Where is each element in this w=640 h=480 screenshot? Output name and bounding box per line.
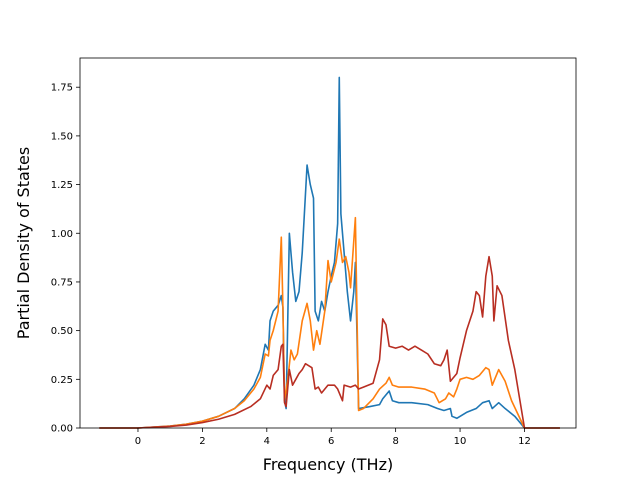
series-line-1 xyxy=(99,76,560,429)
y-tick-label: 1.00 xyxy=(51,229,73,240)
y-tick-label: 1.75 xyxy=(51,83,73,94)
x-tick-label: 0 xyxy=(135,436,141,447)
y-tick-label: 1.25 xyxy=(51,180,73,191)
y-axis-ticks: 0.00 0.25 0.50 0.75 1.00 1.25 1.50 1.75 xyxy=(51,83,80,435)
y-tick-label: 1.50 xyxy=(51,131,73,142)
series-line-2 xyxy=(99,216,560,429)
x-axis-ticks: 0 2 4 6 8 10 12 xyxy=(135,428,531,447)
plot-frame xyxy=(79,57,577,429)
y-tick-label: 0.50 xyxy=(51,326,73,337)
x-tick-label: 4 xyxy=(264,436,270,447)
y-tick-label: 0.25 xyxy=(51,375,73,386)
x-tick-label: 8 xyxy=(392,436,398,447)
series-layer xyxy=(99,76,560,429)
y-axis-label: Partial Density of States xyxy=(14,147,33,339)
x-axis-label: Frequency (THz) xyxy=(263,455,393,474)
x-tick-label: 2 xyxy=(199,436,205,447)
x-tick-label: 12 xyxy=(518,436,531,447)
x-tick-label: 10 xyxy=(454,436,467,447)
y-tick-label: 0.75 xyxy=(51,277,73,288)
x-tick-label: 6 xyxy=(328,436,334,447)
series-line-3 xyxy=(99,255,560,429)
y-tick-label: 0.00 xyxy=(51,424,73,435)
